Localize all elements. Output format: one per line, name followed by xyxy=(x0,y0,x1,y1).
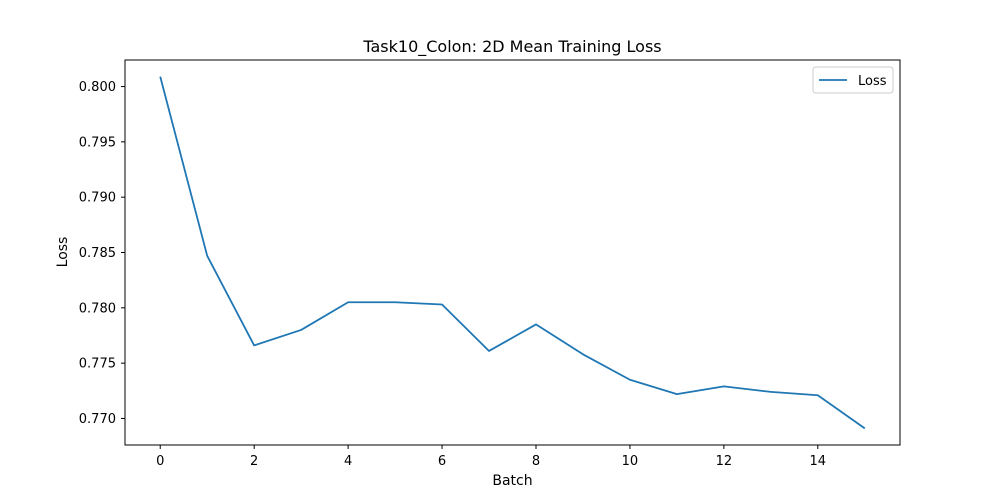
y-tick-label: 0.785 xyxy=(79,246,116,261)
series-lines xyxy=(159,76,866,430)
legend: Loss xyxy=(812,66,894,94)
x-tick-label: 6 xyxy=(438,454,446,469)
x-tick-label: 12 xyxy=(716,454,733,469)
plot-area-frame xyxy=(124,59,901,446)
x-tick-label: 2 xyxy=(250,454,258,469)
legend-box xyxy=(812,66,894,94)
chart-title: Task10_Colon: 2D Mean Training Loss xyxy=(362,37,661,57)
y-tick-label: 0.770 xyxy=(79,412,116,427)
x-tick-label: 4 xyxy=(344,454,352,469)
x-tick-labels: 0 2 4 6 8 10 12 14 xyxy=(156,454,826,469)
y-tick-label: 0.780 xyxy=(79,301,116,316)
legend-label-loss: Loss xyxy=(858,74,887,89)
y-tick-label: 0.795 xyxy=(79,135,116,150)
y-tick-label: 0.775 xyxy=(79,357,116,372)
x-tick-label: 10 xyxy=(622,454,639,469)
y-axis-label: Loss xyxy=(55,237,71,268)
y-tick-label: 0.790 xyxy=(79,191,116,206)
y-tick-labels: 0.770 0.775 0.780 0.785 0.790 0.795 0.800 xyxy=(79,80,116,427)
axis-ticks xyxy=(121,86,819,449)
series-line-loss xyxy=(159,76,866,430)
x-tick-label: 0 xyxy=(156,454,164,469)
y-tick-label: 0.800 xyxy=(79,80,116,95)
x-tick-label: 8 xyxy=(532,454,540,469)
x-axis-label: Batch xyxy=(492,473,532,489)
x-tick-label: 14 xyxy=(810,454,827,469)
